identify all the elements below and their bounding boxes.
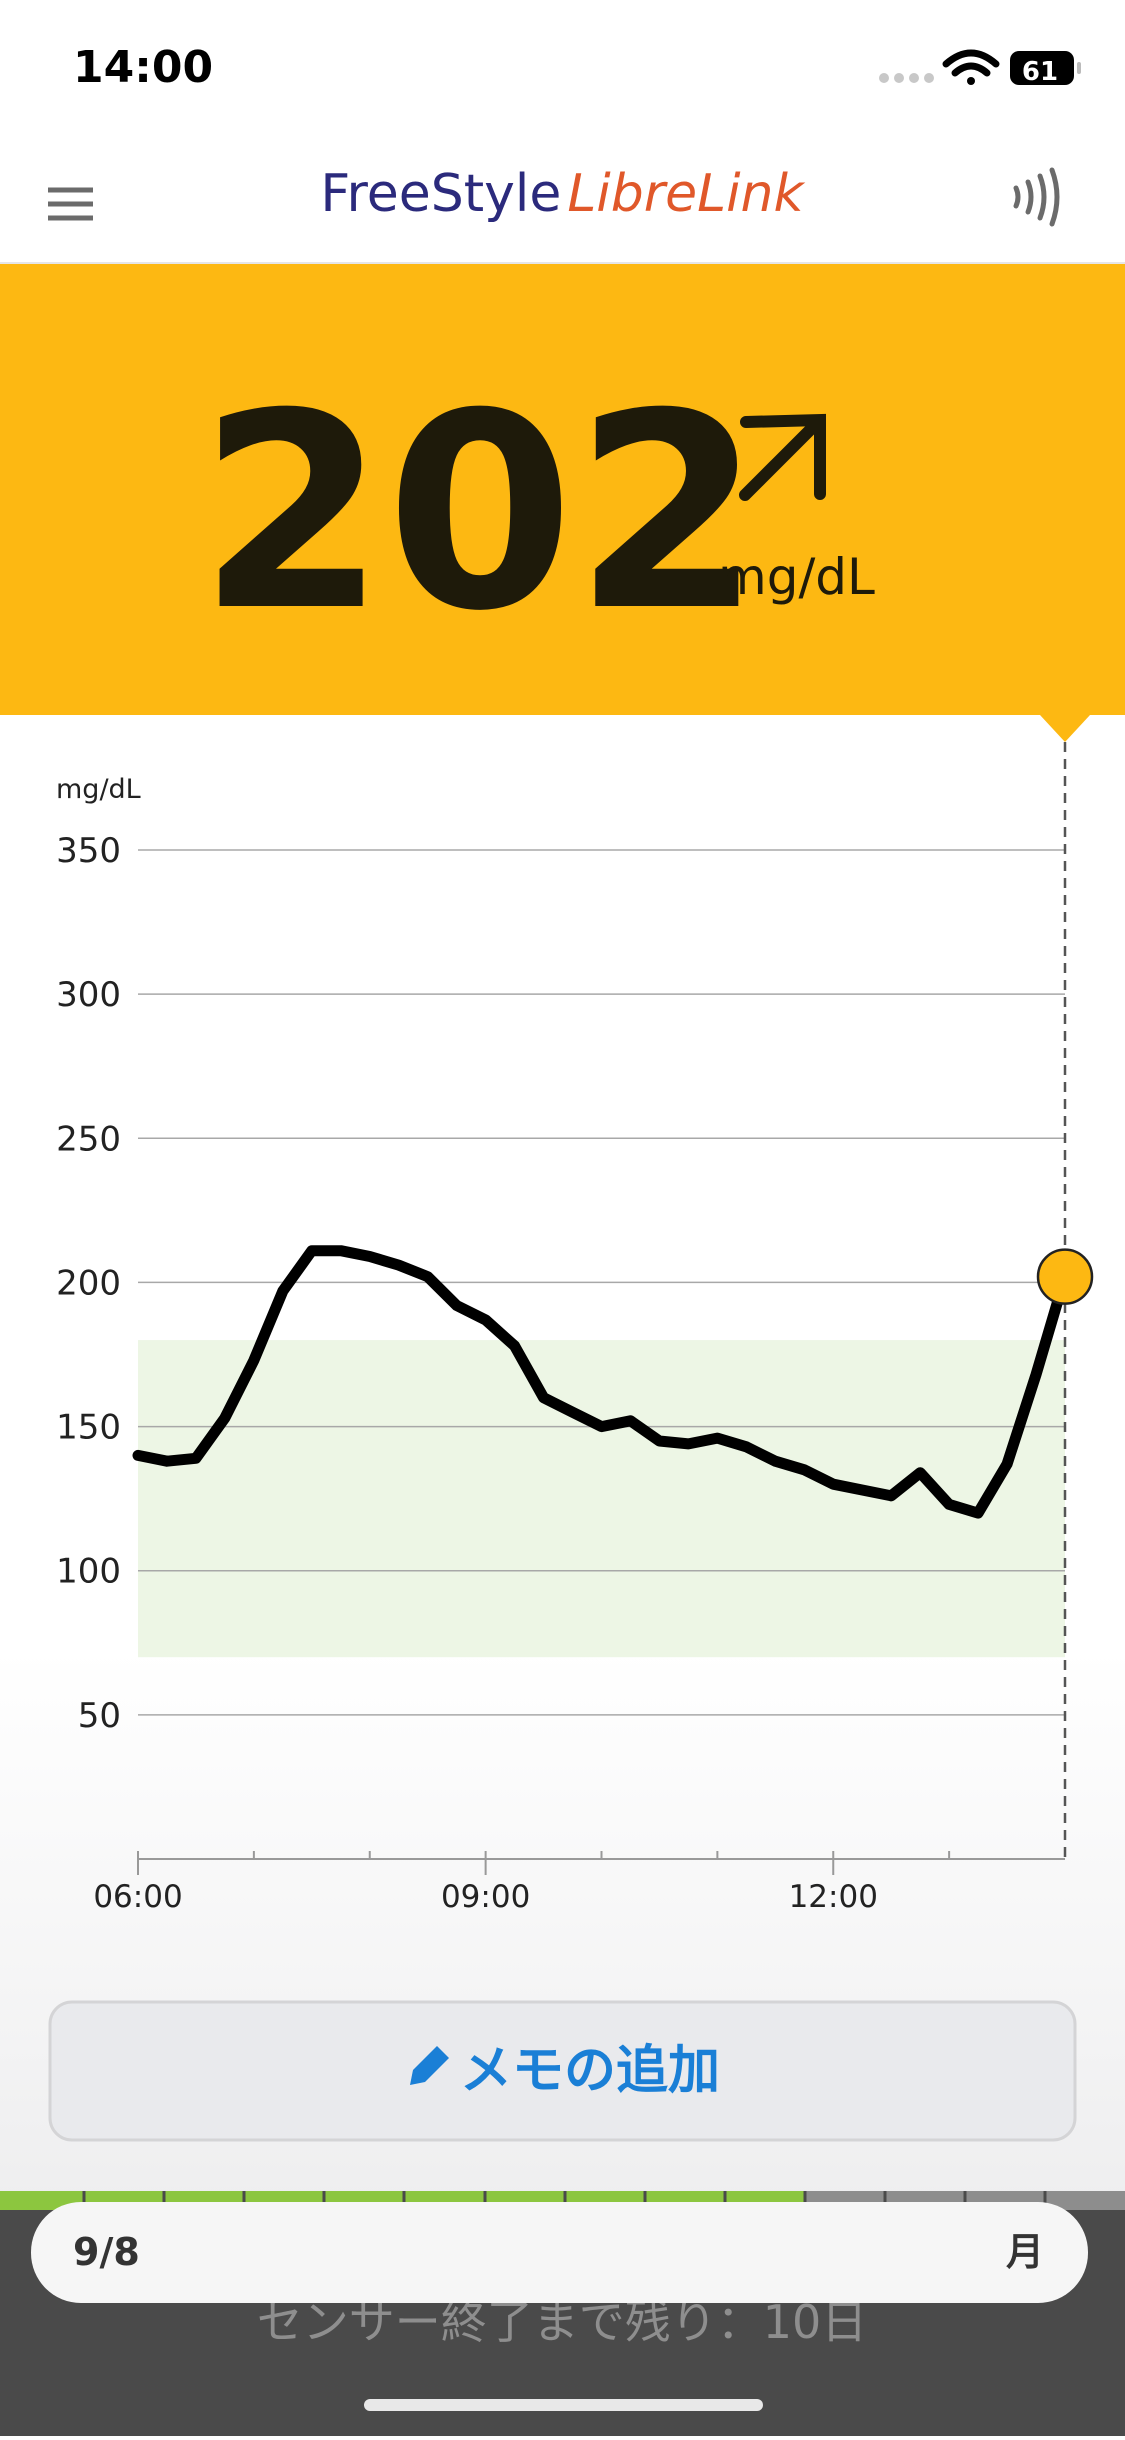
x-tick-label: 09:00 [441,1879,530,1915]
battery-tip [1077,62,1081,74]
glucose-chart: mg/dL 50 100 150 200 250 300 350 06:00 09:00 12:0… [56,742,1094,1915]
target-range [138,1340,1065,1658]
battery-level: 61 [1022,57,1058,87]
glucose-line [132,1245,1071,1519]
memo-button[interactable] [48,2000,1077,2142]
weekday: 月 [1006,2230,1044,2274]
trend-arrow [739,413,826,501]
current-marker [1036,1248,1094,1305]
memo-button-label: メモの追加 [460,2041,720,2101]
y-tick-label: 50 [78,1696,121,1736]
header-divider [0,262,1125,264]
x-tick-label: 06:00 [93,1879,182,1915]
date-pill[interactable] [31,2202,1088,2303]
y-tick-label: 300 [56,975,121,1015]
date: 9/8 [73,2230,140,2274]
time-pointer [1040,715,1090,742]
wifi-icon [942,49,1000,85]
y-tick-label: 150 [56,1408,121,1448]
y-tick-label: 250 [56,1119,121,1159]
logo-part1: FreeStyle [320,164,561,224]
cell-signal [879,73,934,83]
battery-icon [1010,51,1074,85]
reading-band [0,264,1125,715]
glucose-unit: mg/dL [718,548,875,606]
y-tick-label: 200 [56,1263,121,1303]
x-tick-label: 12:00 [789,1879,878,1915]
menu-button[interactable] [48,187,93,221]
app-logo: FreeStyle LibreLink [320,164,805,224]
pencil-icon [410,2046,449,2085]
y-tick-label: 100 [56,1552,121,1592]
logo-part2: LibreLink [567,164,805,224]
home-indicator [364,2399,763,2411]
status-time: 14:00 [73,42,213,93]
glucose-value: 202 [198,355,762,670]
scan-button[interactable] [1013,167,1060,227]
y-axis-label: mg/dL [56,774,141,805]
sensor-remaining: センサー終了まで残り：10日 [257,2295,868,2349]
y-tick-label: 350 [56,831,121,871]
